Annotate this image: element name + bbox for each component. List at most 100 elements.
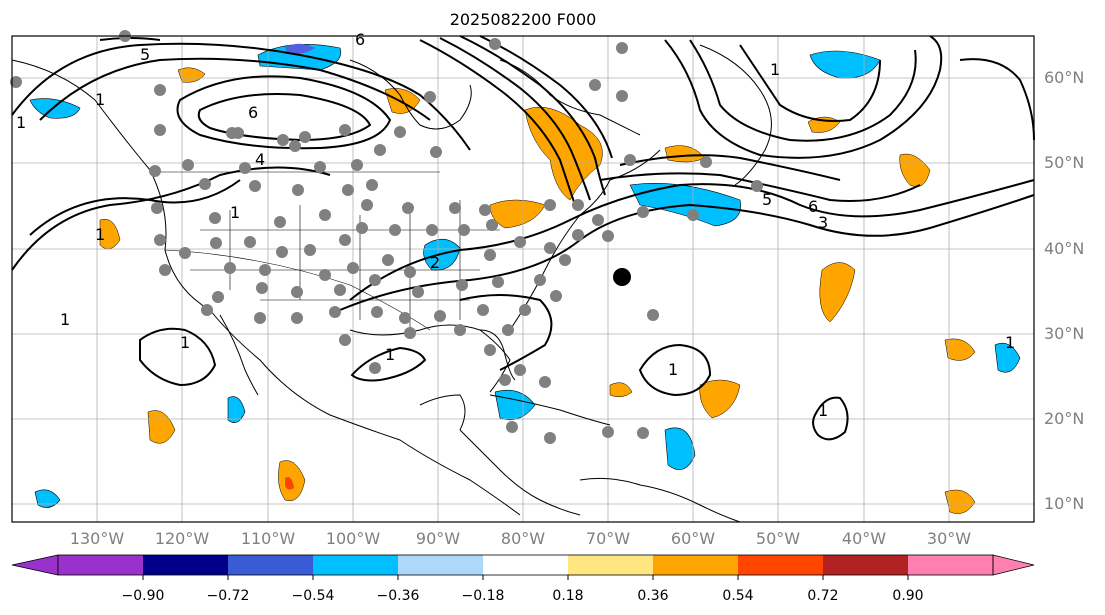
lon-label: 50°W bbox=[755, 529, 801, 548]
lat-label: 10°N bbox=[1044, 494, 1085, 513]
contour-label: 1 bbox=[230, 203, 240, 222]
orange-blob-se-atl bbox=[944, 489, 976, 514]
coast-florida bbox=[479, 329, 516, 381]
contour-7 bbox=[419, 39, 576, 206]
contour-label: 1 bbox=[770, 60, 780, 79]
lat-label: 60°N bbox=[1044, 68, 1085, 87]
colorbar-extend-right bbox=[992, 554, 1035, 576]
contour-16 bbox=[689, 39, 917, 142]
colorbar-segment bbox=[143, 555, 228, 575]
coast-greenland bbox=[699, 44, 772, 186]
coast-north-america bbox=[11, 59, 521, 516]
blue-blob-greenland bbox=[809, 50, 881, 79]
contour-22 bbox=[350, 346, 427, 382]
orange-blob-car2 bbox=[609, 382, 633, 398]
contour-10 bbox=[479, 35, 613, 159]
orange-blob-e-atl bbox=[899, 153, 931, 187]
contour-15 bbox=[664, 35, 943, 159]
contour-6 bbox=[29, 179, 241, 236]
contour-18 bbox=[959, 58, 1035, 141]
coast-cuba bbox=[489, 394, 611, 426]
contour-11 bbox=[349, 179, 1035, 301]
contour-5 bbox=[11, 166, 331, 271]
colorbar-tick-label: −0.90 bbox=[121, 588, 165, 604]
contour-19 bbox=[638, 343, 712, 397]
coast-gulf bbox=[349, 324, 511, 393]
lon-label: 120°W bbox=[154, 529, 210, 548]
coast-central-america bbox=[459, 429, 581, 516]
contour-label: 3 bbox=[818, 213, 828, 232]
colorbar-segment bbox=[483, 555, 568, 575]
contour-label-group: 5 6 1 1 6 4 1 1 1 2 1 1 1 1 6 5 3 1 1 bbox=[16, 30, 1015, 420]
contour-4 bbox=[197, 93, 372, 142]
contour-label: 1 bbox=[95, 225, 105, 244]
colorbar-segment bbox=[653, 555, 738, 575]
contour-8 bbox=[439, 37, 591, 201]
colorbar bbox=[11, 554, 1035, 580]
colorbar-tick-label: 0.54 bbox=[722, 588, 754, 604]
contour-label: 5 bbox=[762, 190, 772, 209]
orange-blob-w-pac bbox=[99, 218, 121, 250]
contour-label: 6 bbox=[248, 103, 258, 122]
contour-label: 1 bbox=[60, 310, 70, 329]
lon-label: 30°W bbox=[926, 529, 972, 548]
colorbar-segment bbox=[568, 555, 653, 575]
contour-14 bbox=[619, 154, 841, 181]
contour-21 bbox=[139, 327, 217, 387]
colorbar-tick-label: 0.36 bbox=[637, 588, 669, 604]
lon-label: 40°W bbox=[841, 529, 887, 548]
contour-17 bbox=[739, 44, 881, 122]
colorbar-extend-left bbox=[11, 554, 59, 576]
contour-12 bbox=[339, 194, 1035, 311]
contour-label: 1 bbox=[95, 90, 105, 109]
black-dot-marker bbox=[613, 268, 631, 286]
blue-blob-pac3 bbox=[227, 396, 246, 423]
colorbar-tick-label: 0.90 bbox=[892, 588, 924, 604]
contour-label: 1 bbox=[668, 360, 678, 379]
colorbar-tick-label: 0.72 bbox=[807, 588, 839, 604]
lon-label: 130°W bbox=[69, 529, 125, 548]
contour-2 bbox=[39, 57, 431, 121]
lon-label: 60°W bbox=[670, 529, 716, 548]
colorbar-segment bbox=[58, 555, 143, 575]
contour-label: 6 bbox=[355, 30, 365, 49]
contour-label: 6 bbox=[808, 197, 818, 216]
colorbar-tick-label: −0.72 bbox=[206, 588, 250, 604]
coast-south-america bbox=[579, 477, 741, 523]
contour-label: 1 bbox=[16, 113, 26, 132]
coast-labrador bbox=[499, 59, 641, 136]
red-blob-pac2 bbox=[285, 477, 294, 490]
contour-3 bbox=[176, 75, 392, 150]
purple-blob-hudson bbox=[285, 43, 315, 55]
station-dots bbox=[10, 30, 763, 444]
coast-baja bbox=[219, 314, 259, 396]
colorbar-tick-label: −0.36 bbox=[376, 588, 420, 604]
map-title: 2025082200 F000 bbox=[449, 10, 597, 29]
contour-label: 4 bbox=[255, 150, 265, 169]
contour-20 bbox=[812, 396, 849, 441]
blue-blob-pac4 bbox=[34, 489, 61, 508]
colorbar-tick-label: 0.18 bbox=[552, 588, 584, 604]
contour-label: 2 bbox=[430, 253, 440, 272]
orange-blob-ne2 bbox=[489, 199, 546, 229]
colorbar-segment bbox=[313, 555, 398, 575]
graticule bbox=[12, 36, 1034, 522]
blue-blob-alaska bbox=[29, 98, 81, 119]
orange-blob-e-30n bbox=[944, 338, 976, 361]
coast-hudson bbox=[349, 59, 472, 130]
contour-label: 5 bbox=[140, 45, 150, 64]
colorbar-segment bbox=[738, 555, 823, 575]
colorbar-segment bbox=[398, 555, 483, 575]
lon-label: 70°W bbox=[585, 529, 631, 548]
lon-label: 110°W bbox=[240, 529, 296, 548]
orange-blob-car1 bbox=[699, 379, 741, 419]
lon-label: 100°W bbox=[325, 529, 381, 548]
contour-23 bbox=[459, 294, 553, 371]
contour-13 bbox=[599, 172, 921, 202]
lon-label: 90°W bbox=[415, 529, 461, 548]
blue-blob-e-30n bbox=[994, 342, 1021, 373]
coast-yucatan bbox=[419, 394, 466, 431]
orange-blob-alaska bbox=[177, 67, 206, 83]
orange-blob-mid-atl bbox=[819, 262, 856, 323]
contour-label: 1 bbox=[385, 345, 395, 364]
